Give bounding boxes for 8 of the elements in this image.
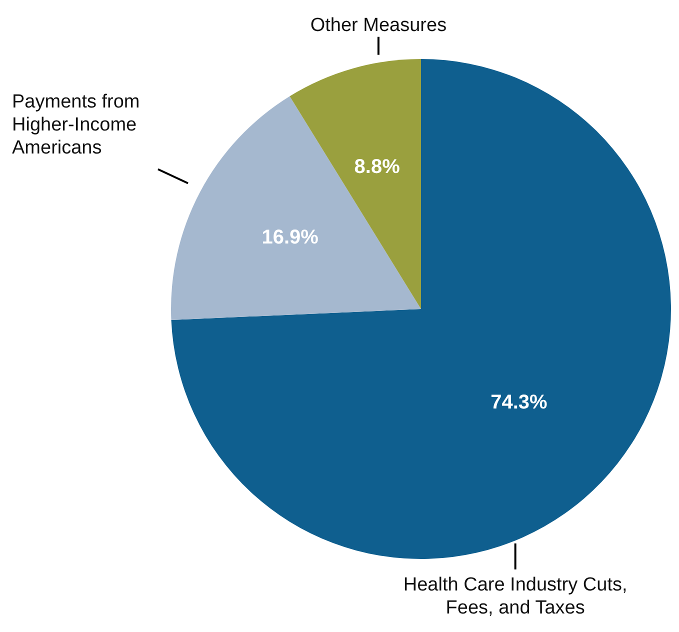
data-label: 16.9%	[262, 226, 319, 248]
slice-label: Payments from Higher-Income Americans	[12, 91, 140, 158]
pie-slice	[171, 96, 421, 320]
data-label: 8.8%	[354, 156, 400, 178]
data-label: 74.3%	[490, 392, 548, 414]
slice-label: Health Care Industry Cuts, Fees, and Taxes	[403, 574, 628, 618]
pie-slice	[171, 59, 671, 559]
slice-label: Other Measures	[310, 14, 447, 36]
